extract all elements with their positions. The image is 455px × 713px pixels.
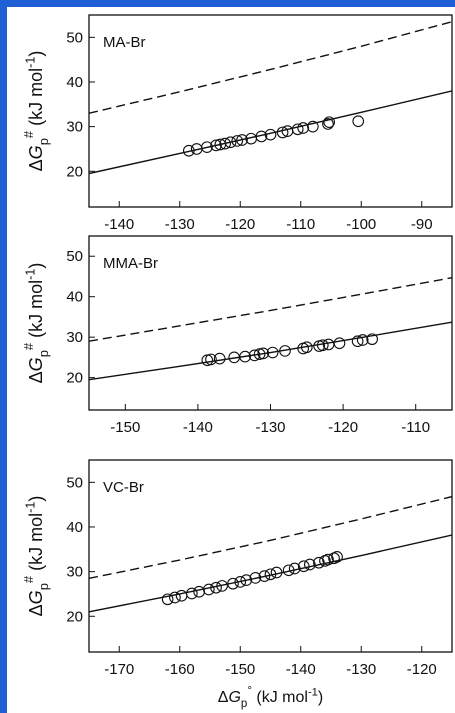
x-tick-label: -140 — [183, 419, 213, 436]
data-point — [201, 141, 213, 154]
data-point — [224, 136, 237, 149]
data-point — [175, 589, 188, 602]
y-tick-label: 30 — [66, 119, 83, 136]
y-tick-label: 50 — [66, 474, 83, 491]
data-point — [323, 116, 336, 129]
frame-left-edge — [0, 0, 7, 713]
data-point — [322, 338, 335, 351]
data-point — [169, 591, 181, 604]
frame-top-edge — [0, 0, 455, 7]
chart-panel-1: 20 30 40 50 -140 -130 -120 -110 -100 -90 MA-Br ΔGp#… — [21, 14, 453, 233]
y-axis-label: ΔGp# (kJ mol-1) — [21, 263, 51, 384]
chart-panel-2: 20 30 40 50 -150 -140 -130 -120 -110 MMA-Br ΔGp# (… — [21, 235, 453, 436]
data-point — [213, 352, 226, 365]
dashed-curve — [89, 495, 452, 580]
panel-title: VC-Br — [103, 479, 144, 496]
x-tick-label: -120 — [225, 216, 255, 233]
data-point — [351, 335, 364, 348]
x-tick-label: -150 — [225, 661, 255, 678]
y-tick-label: 50 — [66, 248, 83, 265]
panel-title: MA-Br — [103, 34, 146, 51]
y-tick-label: 40 — [66, 289, 83, 306]
data-point — [366, 333, 378, 346]
plot-area — [88, 459, 453, 653]
x-tick-label: -100 — [346, 216, 376, 233]
solid-curve — [89, 534, 452, 613]
y-axis-label: ΔGp# (kJ mol-1) — [21, 496, 51, 617]
solid-curve — [89, 90, 452, 175]
y-tick-label: 50 — [66, 29, 83, 46]
data-point — [322, 118, 334, 130]
data-point — [231, 135, 244, 147]
x-tick-label: -120 — [407, 661, 437, 678]
x-tick-label: -110 — [286, 216, 315, 233]
data-point — [210, 139, 222, 152]
chart-panel-3: 20 30 40 50 -170 -160 -150 -140 -130 -120 VC-Br ΔGp… — [21, 459, 453, 678]
data-point — [186, 587, 198, 600]
data-point — [333, 337, 346, 350]
data-point — [258, 570, 271, 582]
x-tick-label: -170 — [104, 661, 134, 678]
y-tick-label: 30 — [66, 564, 83, 581]
x-tick-label: -130 — [255, 419, 285, 436]
plot-area — [88, 14, 453, 208]
data-point — [202, 583, 215, 596]
x-tick-label: -130 — [165, 216, 195, 233]
x-tick-label: -120 — [328, 419, 358, 436]
x-tick-label: -110 — [401, 419, 430, 436]
y-tick-label: 40 — [66, 519, 83, 536]
y-tick-label: 20 — [66, 163, 83, 180]
data-point — [356, 334, 369, 346]
data-point — [236, 134, 248, 146]
data-point — [193, 585, 205, 598]
data-point — [205, 353, 217, 366]
solid-curve — [89, 321, 452, 381]
x-tick-label: -90 — [411, 216, 433, 233]
x-tick-label: -160 — [165, 661, 195, 678]
y-tick-label: 20 — [66, 370, 83, 387]
data-point — [161, 593, 174, 606]
data-point — [291, 123, 304, 136]
data-point — [322, 553, 334, 566]
dashed-curve — [89, 276, 452, 342]
data-point — [297, 122, 310, 134]
data-point — [307, 120, 319, 133]
data-point — [331, 551, 343, 563]
panel-title: MMA-Br — [103, 255, 158, 272]
y-axis-label: ΔGp# (kJ mol-1) — [21, 51, 51, 172]
x-tick-label: -130 — [346, 661, 376, 678]
data-point — [352, 115, 365, 128]
y-tick-label: 20 — [66, 608, 83, 625]
dashed-curve — [89, 21, 452, 114]
y-tick-label: 40 — [66, 74, 83, 91]
x-axis-label: ΔGp° (kJ mol-1) — [218, 685, 323, 710]
data-point — [219, 137, 231, 150]
data-point — [303, 558, 316, 571]
x-tick-label: -140 — [104, 216, 134, 233]
data-point — [240, 574, 253, 586]
y-tick-label: 30 — [66, 329, 83, 346]
x-tick-label: -150 — [110, 419, 140, 436]
x-tick-label: -140 — [286, 661, 316, 678]
